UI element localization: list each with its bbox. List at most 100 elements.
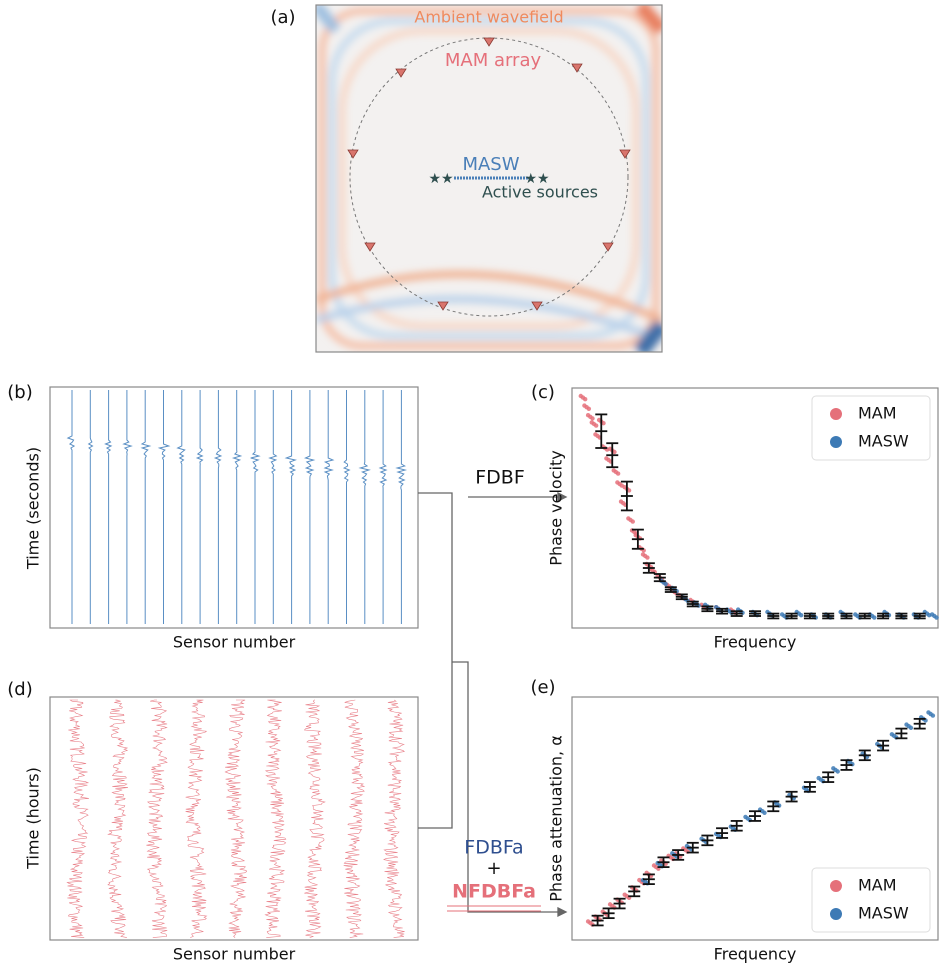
active-source-stars: ★★ ★★ [428,171,549,187]
seismic-trace [122,390,133,624]
method-label: FDBF [475,467,525,489]
legend-marker [830,880,842,892]
error-bar [602,907,615,920]
data-point [663,581,668,587]
y-axis-label: Time (hours) [24,767,43,870]
error-bar [767,612,780,620]
panel-b-frame [49,386,419,629]
noise-trace [185,699,208,938]
error-bar [642,562,655,574]
error-bar [642,873,655,886]
error-bar [913,612,926,620]
data-point [626,488,632,493]
legend-marker [830,436,842,448]
error-bar [686,600,699,608]
data-point [612,449,617,455]
data-point [645,555,650,560]
data-point [930,713,936,718]
error-bar [675,593,688,601]
data-point [934,615,939,620]
annotation: MASW [462,154,519,175]
error-bar [785,790,798,803]
plus-sign: + [486,858,501,879]
data-point [908,725,914,730]
error-bar [803,781,816,793]
error-bar [613,897,626,910]
data-point [615,471,621,476]
data-point [762,810,767,816]
error-bar [664,586,677,593]
legend-marker [830,908,842,920]
panel-a: ★★ ★★ (a) Ambient wavefield MAM array MA… [270,4,663,353]
method-label: FDBFa [464,837,523,859]
error-bar [628,885,641,898]
error-bar [785,612,798,620]
mam-sensors [347,37,631,311]
panel-d-frame [49,696,419,941]
data-point [582,397,588,402]
error-bar [686,841,699,854]
star-icon: ★★ [524,171,549,187]
noise-trace [224,699,247,938]
seismic-trace [87,390,94,624]
flow-connectors [418,491,568,918]
error-bar [591,914,604,927]
error-bar [877,612,890,620]
seismic-trace [213,390,223,624]
panel-b: (b) Sensor number Time (seconds) [7,382,419,652]
underline [447,905,541,912]
error-bar [858,749,871,762]
plot-frame [571,696,939,941]
data-point [601,421,606,426]
error-bar [749,810,761,822]
legend-label: MAM [858,404,897,423]
seismic-trace [66,390,76,624]
error-bar [840,759,853,771]
error-bar [701,605,714,613]
noise-trace [107,699,129,938]
seismic-trace [284,390,297,624]
y-axis-label: Phase attenuation, α [547,735,566,902]
error-bar [822,771,835,783]
error-bar [730,820,743,832]
data-point [872,615,877,620]
seismic-trace [140,390,152,624]
panel-label: (d) [7,679,32,700]
error-bar [730,610,743,617]
error-bar [631,528,644,550]
error-bar [620,480,633,512]
noise-trace [264,699,287,938]
error-bar [767,800,780,813]
panel-label: (e) [530,677,555,698]
y-axis-label: Time (seconds) [24,447,43,570]
noise-trace [383,699,405,938]
legend-label: MASW [858,432,909,451]
noise-trace [343,699,366,938]
legend-label: MAM [858,876,897,895]
seismic-trace [378,390,388,624]
method-label: NFDBFa [452,881,536,903]
x-axis-label: Sensor number [173,633,296,652]
error-bar [653,573,666,583]
seismic-trace [268,390,278,624]
seismic-trace [104,390,113,624]
seismic-trace [323,390,335,624]
panel-d: (d) Sensor number Time (hours) [7,679,419,964]
seismic-trace [342,390,351,624]
annotation: Active sources [482,183,598,202]
noise-trace [303,699,326,938]
x-axis-label: Sensor number [173,945,296,964]
noise-trace [146,699,168,938]
seismic-trace [157,390,171,624]
panel-label: (b) [7,382,32,403]
legend-label: MASW [858,904,909,923]
data-point [798,613,804,618]
x-axis-label: Frequency [714,633,797,652]
error-bar [595,413,608,449]
panel-a-frame [315,4,663,353]
star-icon: ★★ [428,171,453,187]
annotation: MAM array [445,50,542,71]
data-point [586,406,592,411]
error-bar [606,442,619,469]
